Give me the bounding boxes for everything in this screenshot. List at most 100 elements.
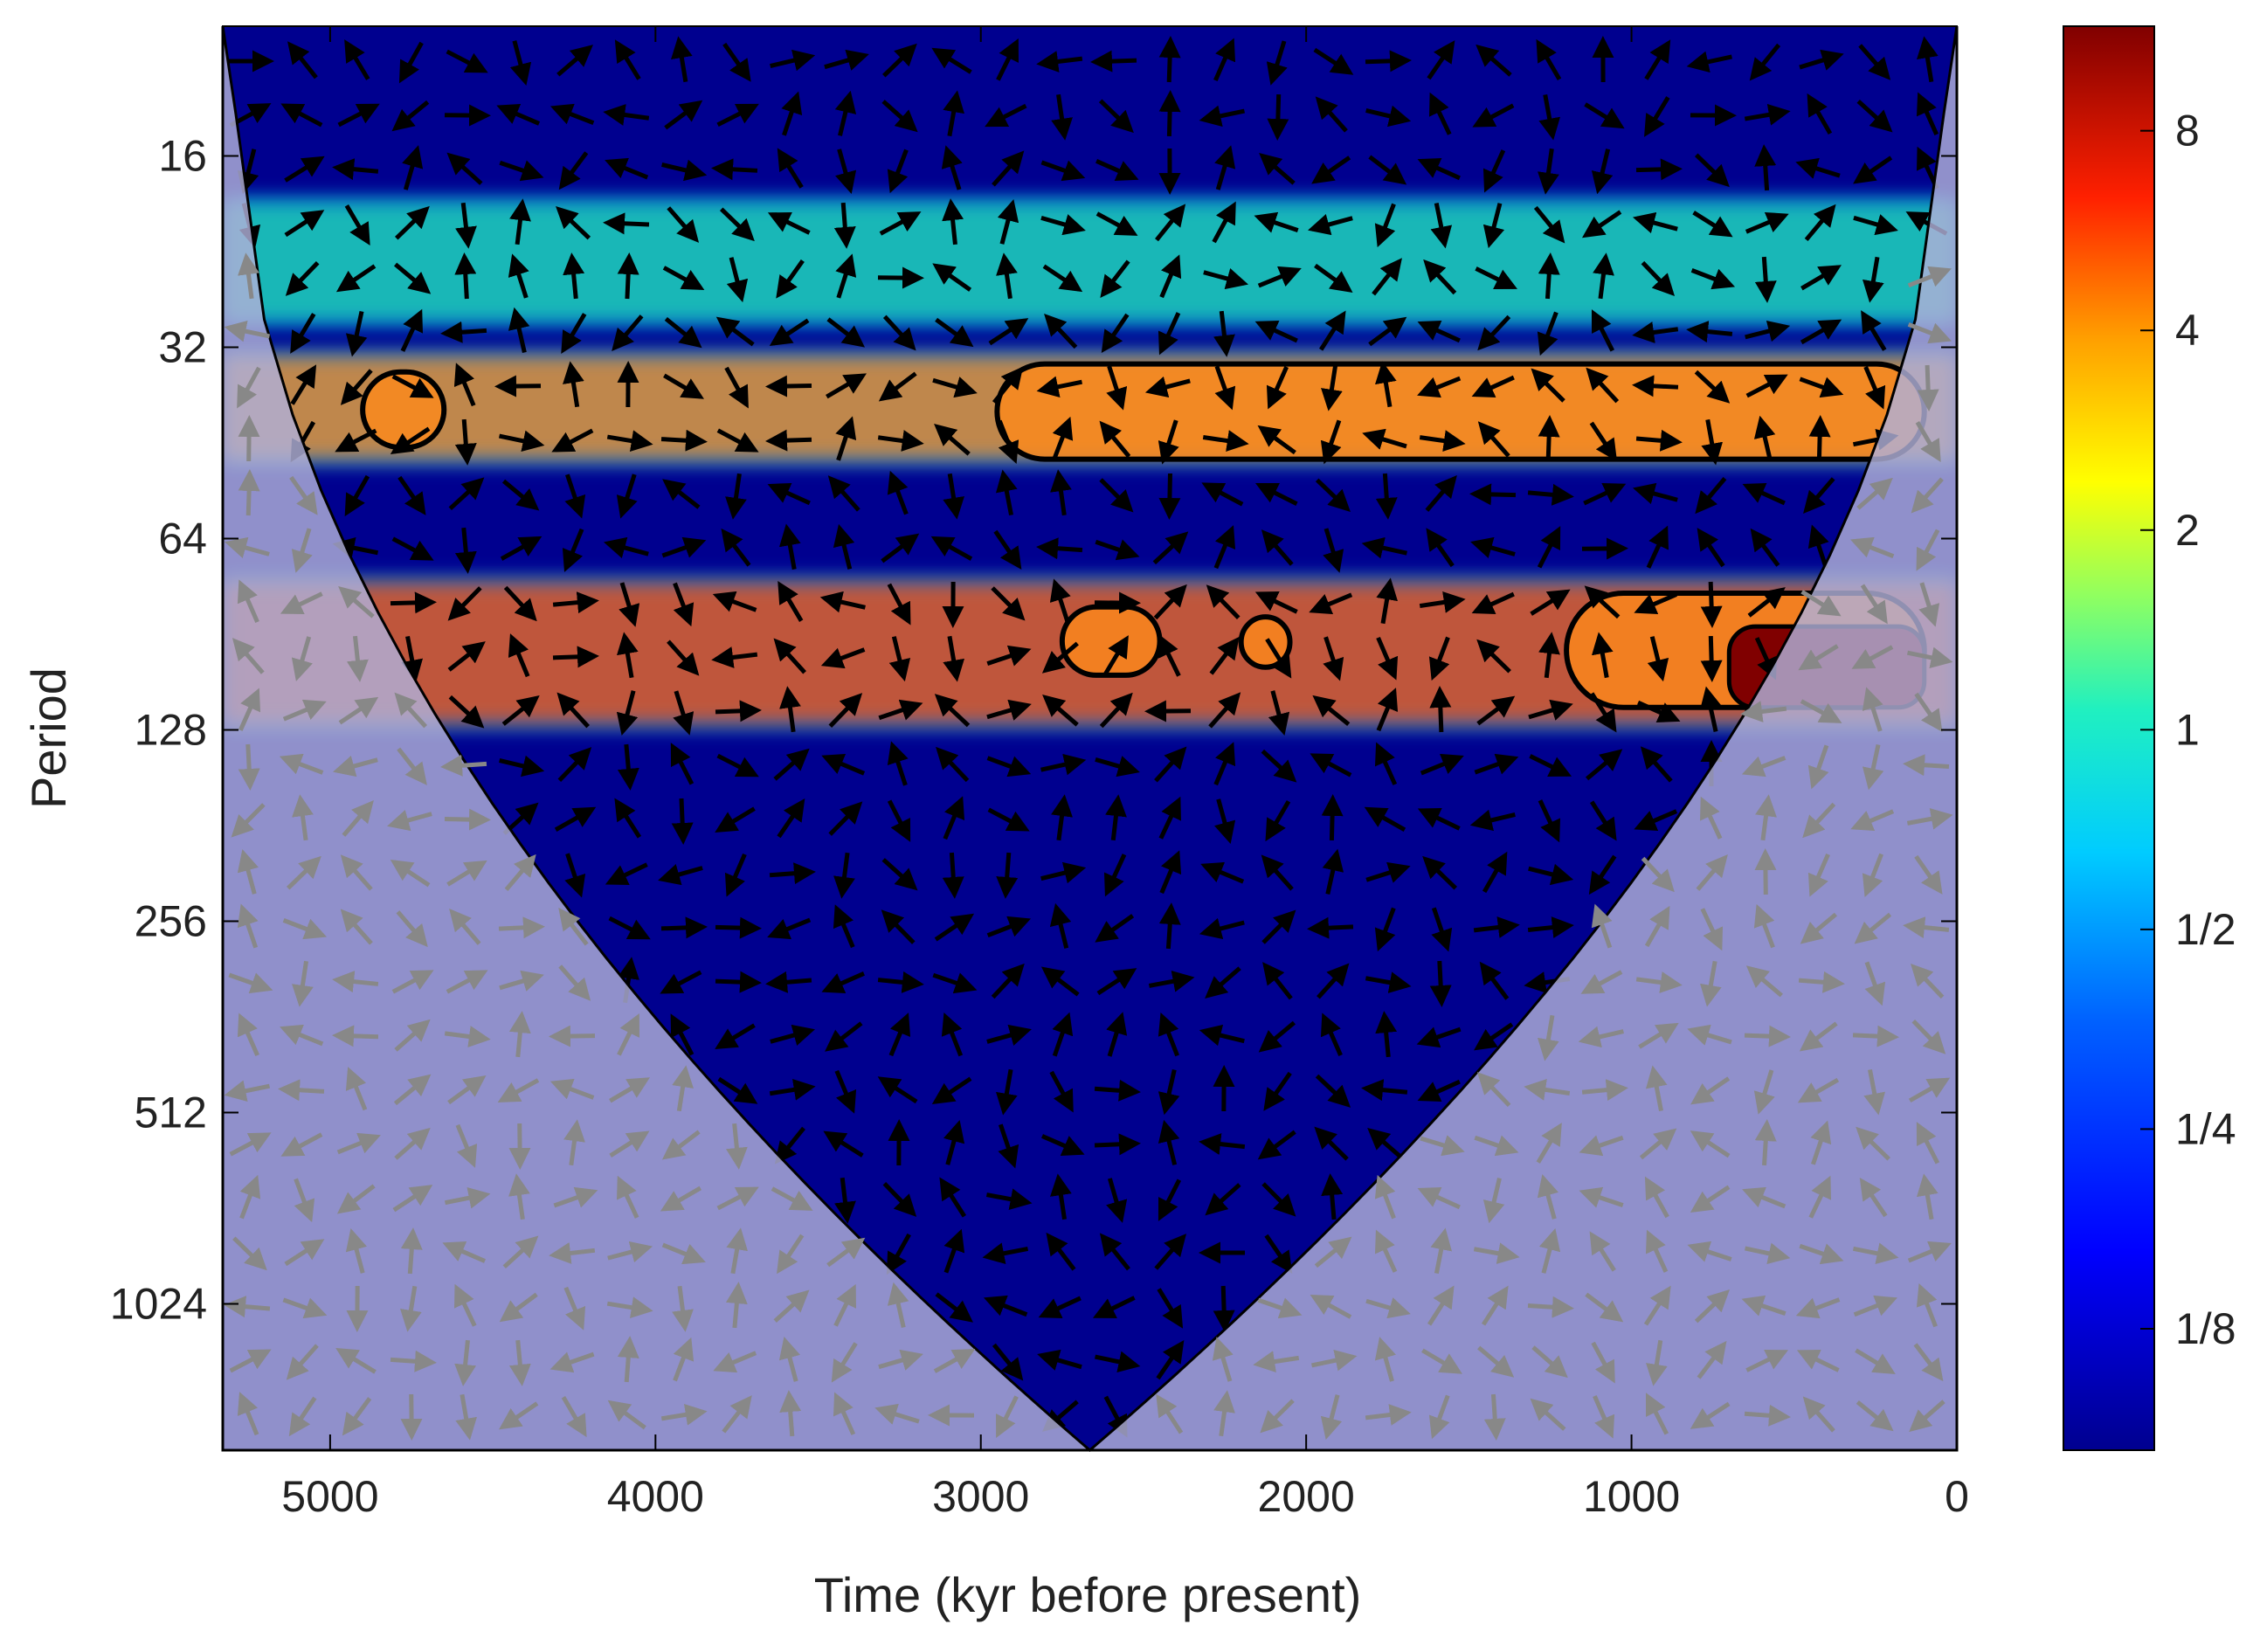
phase-arrow [390,1350,437,1372]
phase-arrow [888,1013,911,1057]
phase-arrow [1641,856,1675,893]
phase-arrow [1257,1297,1303,1319]
phase-arrow [1583,482,1627,506]
phase-arrow [1538,1227,1561,1274]
phase-arrow [558,908,589,946]
phase-arrow [1589,421,1618,462]
phase-arrow [1744,1025,1791,1047]
phase-arrow [1365,971,1412,994]
phase-arrow [931,47,972,74]
phase-arrow [719,207,755,242]
phase-arrow [1804,204,1836,242]
phase-arrow [229,1132,272,1157]
phase-arrow [1482,851,1508,894]
phase-arrow [1482,1178,1505,1224]
phase-arrow [1690,268,1736,290]
phase-arrow [941,1012,964,1057]
phase-arrow [1376,577,1398,625]
phase-arrow [238,743,260,791]
phase-arrow [942,198,964,245]
phase-arrow [1692,211,1733,238]
phase-arrow [609,1077,651,1103]
phase-arrow [878,1349,923,1371]
phase-arrow [1584,102,1625,129]
phase-arrow [1374,203,1396,248]
phase-arrow [991,963,1025,999]
phase-arrow [1040,753,1087,776]
phase-arrow [606,430,653,452]
phase-arrow [1474,1022,1514,1051]
phase-arrow [834,90,857,136]
phase-arrow [833,852,855,899]
phase-arrow [778,1336,801,1382]
phase-arrow [1199,1024,1245,1047]
phase-arrow [1202,430,1249,452]
phase-arrow [724,366,749,409]
phase-arrow [1265,638,1292,679]
colorbar-tick-label: 1/2 [2175,905,2236,954]
phase-arrow [400,1285,422,1332]
phase-arrow [501,479,540,511]
phase-arrow [767,212,811,235]
phase-arrow [447,1075,487,1105]
phase-arrow [499,160,544,182]
phase-arrow [1645,1229,1669,1273]
phase-arrow [779,686,801,733]
phase-arrow [1051,794,1073,841]
phase-arrow [1586,367,1620,404]
phase-arrow [1479,961,1510,1000]
phase-arrow [1375,361,1397,408]
phase-arrow [606,1296,653,1318]
phase-arrow [712,591,757,612]
phase-arrow [1429,686,1452,733]
phase-arrow [715,316,755,347]
phase-arrow [658,864,703,886]
phase-arrow [284,210,325,238]
y-tick-label: 256 [135,896,207,945]
phase-arrow [1634,592,1678,615]
phase-arrow [1810,1120,1832,1165]
phase-arrow [1428,92,1452,135]
phase-arrow [1914,854,1943,895]
phase-arrow [717,1076,758,1104]
phase-arrow [509,40,532,86]
phase-arrow [280,591,323,614]
phase-arrow [1257,1130,1296,1160]
phase-arrow [1472,103,1515,128]
phase-arrow [1585,749,1623,781]
phase-arrow [1156,1340,1185,1380]
phase-arrow [1536,38,1562,81]
phase-arrow [1581,537,1628,560]
phase-arrow [549,1025,596,1047]
phase-arrow [821,753,866,776]
phase-arrow [771,1186,813,1211]
phase-arrow [400,1227,423,1275]
phase-arrow [224,320,271,342]
phase-arrow [394,1127,431,1160]
phase-arrow [1036,51,1083,73]
phase-arrow [1049,578,1071,624]
phase-arrow [391,536,434,561]
phase-arrow [444,1186,491,1209]
phase-arrow [1158,1069,1180,1116]
phase-arrow [562,528,584,572]
phase-arrow [1365,50,1412,73]
phase-arrow [987,807,1030,832]
phase-arrow [617,252,639,300]
phase-arrow [1646,525,1669,569]
phase-arrow [1799,377,1844,398]
phase-arrow [1687,1241,1732,1262]
phase-arrow [711,158,758,181]
phase-arrow [1206,584,1241,619]
phase-arrow [765,971,812,993]
phase-arrow [825,1021,863,1052]
phase-arrow [508,633,530,678]
phase-arrow [1639,1128,1677,1160]
phase-arrow [282,918,328,940]
phase-arrow [1419,430,1466,452]
phase-arrow [1431,907,1453,952]
phase-arrow [1106,1178,1128,1223]
phase-arrow [882,1181,917,1217]
band-1 [223,203,1957,321]
phase-arrow [1644,905,1670,948]
